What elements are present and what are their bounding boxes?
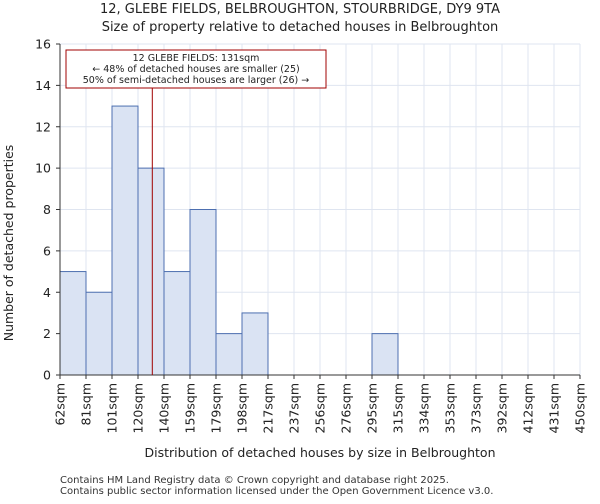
axes — [56, 43, 581, 379]
annotation-box: 12 GLEBE FIELDS: 131sqm ← 48% of detache… — [65, 49, 327, 89]
bar — [85, 291, 113, 376]
x-tick-label: 276sqm — [339, 383, 354, 433]
x-tick-label: 392sqm — [495, 383, 510, 433]
x-tick-labels: 62sqm 81sqm 101sqm 120sqm 140sqm 159sqm 179sqm… — [53, 383, 588, 433]
y-tick-label: 0 — [43, 368, 51, 383]
x-tick-label: 217sqm — [261, 383, 276, 433]
y-tick-label: 14 — [35, 78, 51, 93]
x-tick-label: 62sqm — [53, 383, 68, 426]
bar — [215, 333, 243, 376]
y-tick-label: 10 — [35, 161, 51, 176]
x-tick-label: 256sqm — [313, 383, 328, 433]
bar — [371, 333, 399, 376]
x-tick-label: 101sqm — [105, 383, 120, 433]
bar — [241, 312, 269, 376]
x-tick-label: 334sqm — [417, 383, 432, 433]
x-axis-label: Distribution of detached houses by size … — [144, 445, 495, 460]
x-tick-label: 198sqm — [235, 383, 250, 433]
x-tick-label: 179sqm — [209, 383, 224, 433]
y-tick-label: 2 — [43, 326, 51, 341]
x-tick-label: 373sqm — [469, 383, 484, 433]
x-tick-label: 353sqm — [443, 383, 458, 433]
annotation-line-2: ← 48% of detached houses are smaller (25… — [92, 64, 299, 75]
y-tick-label: 16 — [35, 37, 51, 52]
annotation-line-1: 12 GLEBE FIELDS: 131sqm — [133, 53, 260, 64]
x-tick-label: 140sqm — [157, 383, 172, 433]
bar — [189, 209, 217, 376]
bars — [59, 105, 399, 376]
x-tick-label: 450sqm — [573, 383, 588, 433]
bar — [111, 105, 139, 376]
y-tick-label: 4 — [43, 285, 51, 300]
x-tick-label: 120sqm — [131, 383, 146, 433]
y-tick-label: 6 — [43, 243, 51, 258]
x-tick-label: 237sqm — [287, 383, 302, 433]
chart-title: 12, GLEBE FIELDS, BELBROUGHTON, STOURBRI… — [100, 2, 500, 17]
annotation-line-3: 50% of semi-detached houses are larger (… — [83, 75, 310, 86]
x-tick-label: 431sqm — [547, 383, 562, 433]
footer-line-1: Contains HM Land Registry data © Crown c… — [60, 475, 449, 486]
x-tick-label: 81sqm — [79, 383, 94, 426]
x-tick-label: 315sqm — [391, 383, 406, 433]
y-tick-labels: 0 2 4 6 8 10 12 14 16 — [35, 37, 51, 383]
bar — [59, 271, 87, 376]
bar — [137, 167, 165, 376]
footer-line-2: Contains public sector information licen… — [60, 486, 493, 497]
x-tick-label: 295sqm — [365, 383, 380, 433]
bar — [163, 271, 191, 376]
y-tick-label: 12 — [35, 119, 51, 134]
x-tick-label: 412sqm — [521, 383, 536, 433]
x-tick-label: 159sqm — [183, 383, 198, 433]
y-tick-label: 8 — [43, 202, 51, 217]
chart-subtitle: Size of property relative to detached ho… — [102, 20, 499, 35]
y-axis-label: Number of detached properties — [1, 145, 16, 342]
annotation-box-frame — [65, 49, 327, 89]
